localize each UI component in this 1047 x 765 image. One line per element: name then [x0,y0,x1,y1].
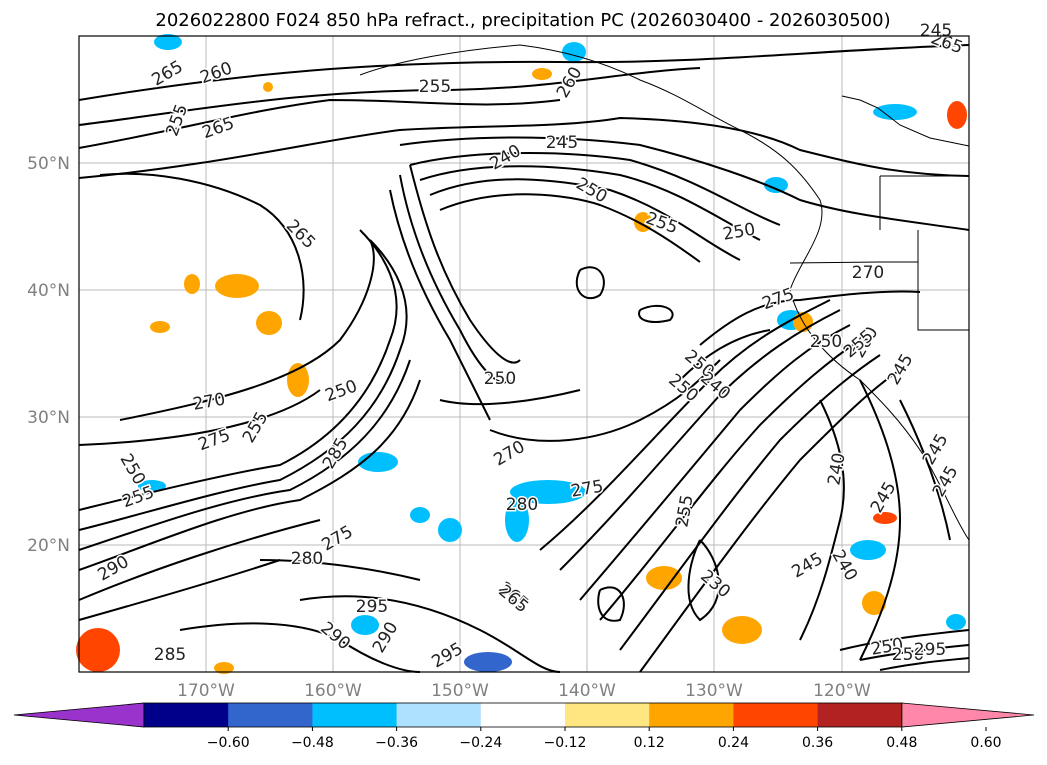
colorbar-segment [312,703,398,727]
colorbar-segment [817,703,903,727]
colorbar-segment [144,703,229,727]
precip-pos-blob [214,662,234,674]
precip-neg-blob [946,614,966,630]
contour-label: 295 [914,640,946,660]
colorbar-extend-high [901,702,1035,728]
contour-label: 250 [484,369,516,389]
contour-label: 280 [506,495,538,515]
gridlines [79,36,969,672]
colorbar-segment [228,703,313,727]
lat-label: 20°N [27,536,70,556]
lat-label: 40°N [27,281,70,301]
colorbar-tick-label: −0.36 [375,735,418,751]
colorbar-tick-label: 0.48 [886,735,917,751]
contour-label: 295 [356,597,388,617]
precip-neg-blob [873,104,917,120]
lat-label: 30°N [27,408,70,428]
colorbar-tick-label: −0.12 [544,735,587,751]
precip-pos-blob [215,274,259,298]
precip-pos-blob [947,101,967,129]
precip-neg-blob [351,615,379,635]
contour-label: 285 [154,645,186,665]
contour-label: 270 [852,263,884,283]
precip-neg-blob [154,34,182,50]
map-frame [78,35,970,673]
map-background [79,36,969,672]
lon-label: 140°W [558,681,616,701]
colorbar-tick-label: 0.24 [718,735,749,751]
precip-neg-blob [138,480,166,492]
colorbar-tick-label: 0.12 [634,735,665,751]
precip-pos-blob [263,82,273,92]
precip-pos-blob [722,616,762,644]
colorbar-segment [733,703,819,727]
precip-pos-blob [150,321,170,333]
colorbar-tick-label: −0.24 [459,735,502,751]
precip-neg-blob [850,540,886,560]
colorbar: −0.60 −0.48 −0.36 −0.24 −0.12 0.12 0.24 0.36 0.4… [13,702,1035,751]
longitude-labels: 170°W 160°W 150°W 140°W 130°W 120°W [177,681,871,701]
precip-neg-blob [510,480,586,504]
precip-neg-blob [562,42,586,62]
precip-pos-blob [646,566,682,590]
precip-pos-blob [873,512,897,524]
precip-neg-blob [505,498,529,542]
precip-pos-blob [532,68,552,80]
colorbar-tick-label: 0.36 [802,735,833,751]
latitude-labels: 50°N 40°N 30°N 20°N [27,154,70,556]
lon-label: 160°W [304,681,362,701]
colorbar-frame [143,702,903,728]
colorbar-segment [396,703,482,727]
colorbar-tick-label: −0.48 [291,735,334,751]
colorbar-tick-label: −0.60 [207,735,250,751]
lon-label: 170°W [177,681,235,701]
precip-neg-blob [464,652,512,672]
coastlines [359,44,970,541]
precip-pos-blob [184,274,200,294]
contour-label: 250 [892,645,924,665]
precip-neg-blob [410,507,430,523]
contour-label: 255 [419,77,451,97]
refractivity-contours [78,44,970,673]
precip-pos-blob [256,311,282,335]
lon-label: 120°W [813,681,871,701]
colorbar-segment [565,703,650,727]
map-title: 2026022800 F024 850 hPa refract., precip… [155,10,890,31]
colorbar-extend-low [13,702,145,728]
contour-label: 250 [810,332,842,352]
lat-label: 50°N [27,154,70,174]
precip-pos-blob [76,628,120,672]
precip-neg-blob [764,177,788,193]
lon-label: 150°W [431,681,489,701]
colorbar-segment [480,703,566,727]
precip-pos-blob [862,591,886,615]
contour-label: 245 [920,21,952,41]
contour-label: 245 [546,133,578,153]
lon-label: 130°W [685,681,743,701]
colorbar-tick-label: 0.60 [970,735,1001,751]
precip-neg-blob [438,518,462,542]
colorbar-segment [649,703,734,727]
contour-label: 280 [291,549,323,569]
